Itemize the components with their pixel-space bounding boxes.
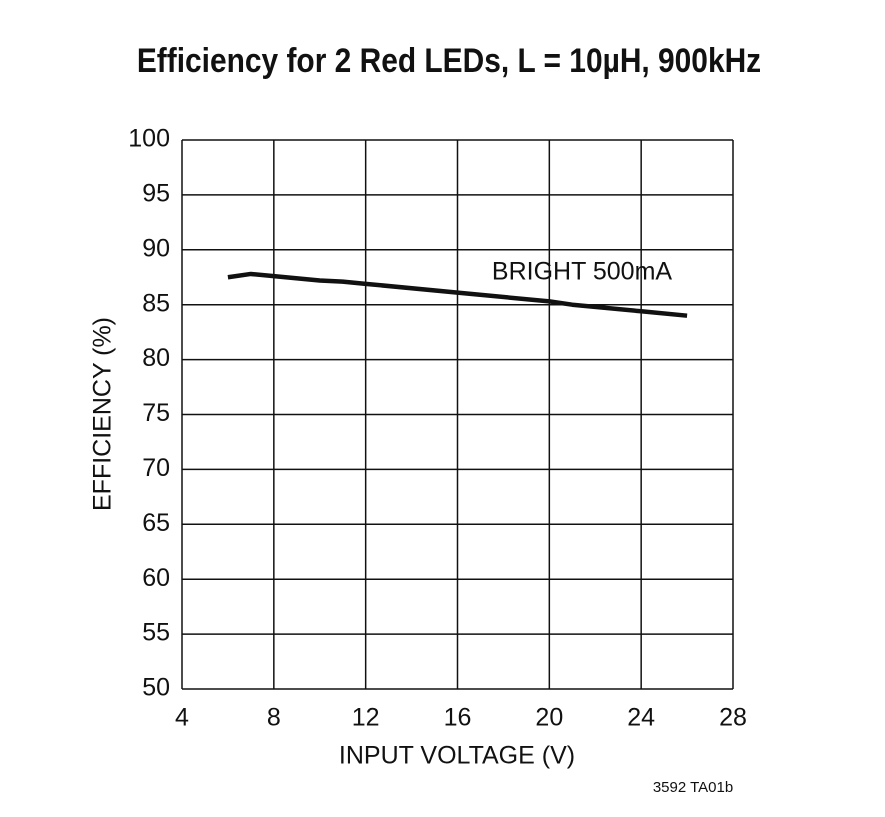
x-tick-label: 12 xyxy=(352,704,380,732)
y-tick-label: 75 xyxy=(142,399,170,427)
y-tick-label: 50 xyxy=(142,674,170,702)
x-tick-label: 28 xyxy=(719,704,747,732)
data-line xyxy=(227,271,688,318)
y-tick-label: 80 xyxy=(142,344,170,372)
y-tick-label: 85 xyxy=(142,289,170,317)
x-axis-label: INPUT VOLTAGE (V) xyxy=(339,742,575,770)
chart-title: Efficiency for 2 Red LEDs, L = 10µH, 900… xyxy=(137,41,761,79)
y-tick-label: 60 xyxy=(142,564,170,592)
x-tick-label: 8 xyxy=(267,704,281,732)
x-tick-label: 4 xyxy=(175,704,189,732)
annotation: BRIGHT 500mA xyxy=(492,258,672,286)
y-axis-label: EFFICIENCY (%) xyxy=(89,317,117,511)
x-tick-label: 24 xyxy=(627,704,655,732)
y-tick-label: 90 xyxy=(142,234,170,262)
footnote: 3592 TA01b xyxy=(653,779,733,796)
y-tick-label: 65 xyxy=(142,509,170,537)
x-tick-label: 20 xyxy=(535,704,563,732)
y-tick-label: 70 xyxy=(142,454,170,482)
x-tick-label: 16 xyxy=(444,704,472,732)
y-tick-label: 55 xyxy=(142,619,170,647)
y-tick-label: 100 xyxy=(128,125,170,153)
y-tick-label: 95 xyxy=(142,180,170,208)
